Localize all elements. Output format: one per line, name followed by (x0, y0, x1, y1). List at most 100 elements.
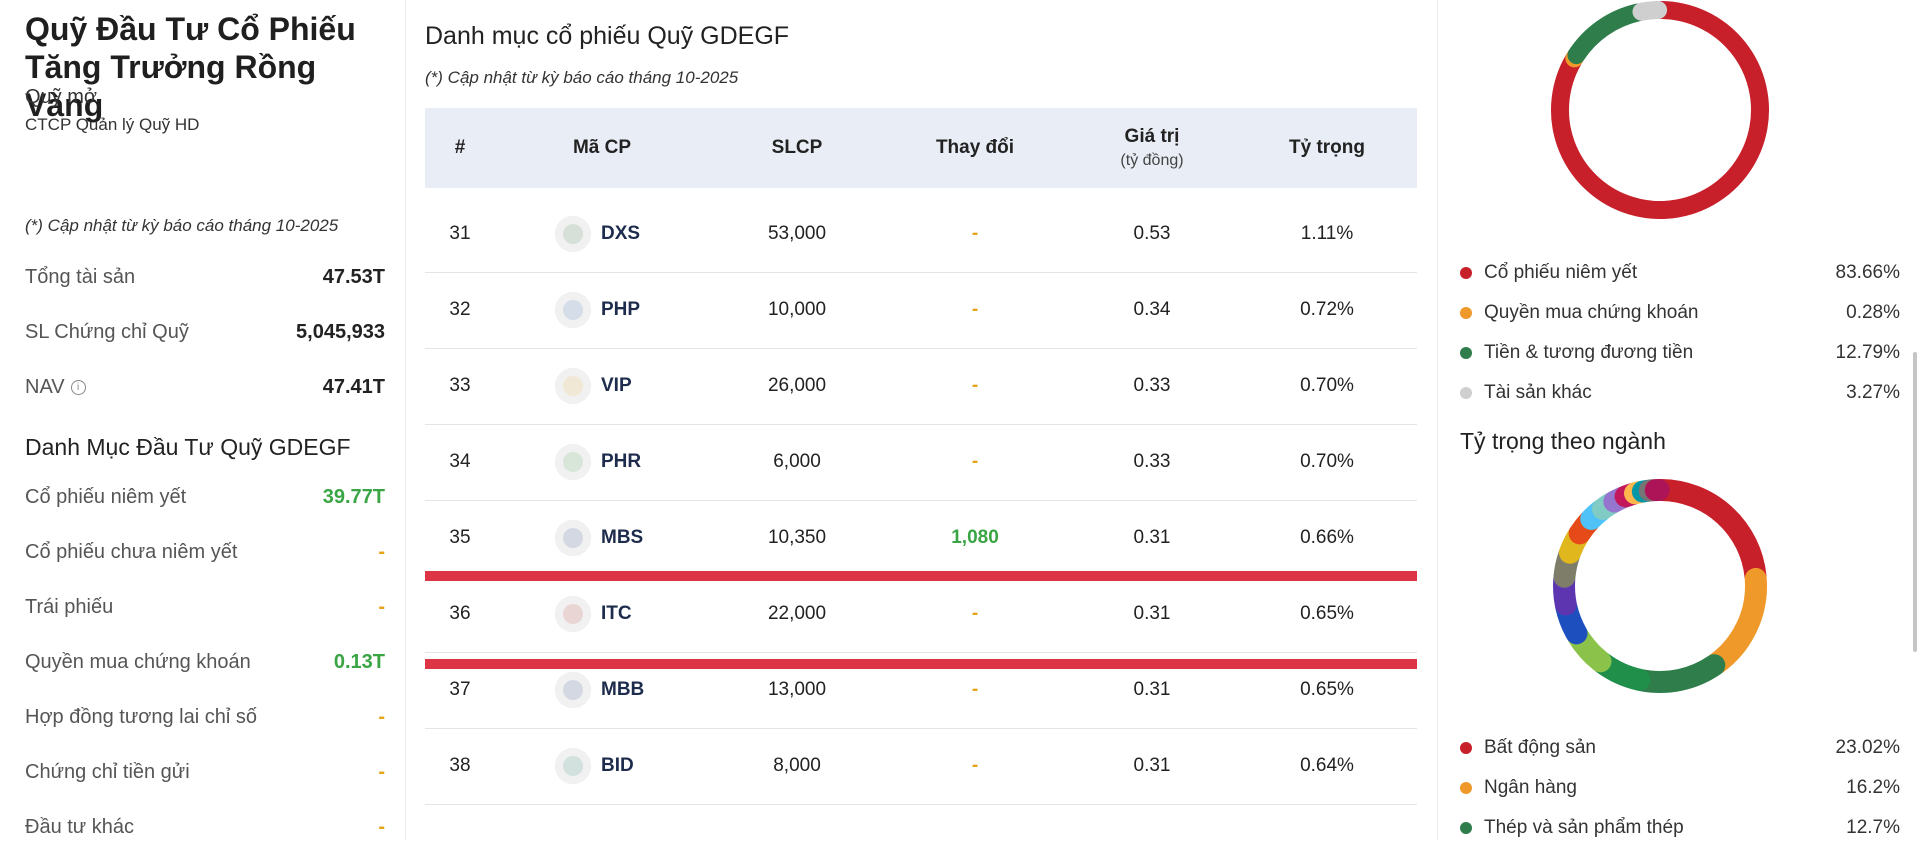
allocation-label: Chứng chỉ tiền gửi (25, 761, 190, 784)
info-icon[interactable]: i (71, 380, 86, 395)
company-logo-icon (555, 292, 591, 328)
cell-index: 35 (449, 500, 470, 576)
cell-shares: 22,000 (768, 576, 826, 652)
legend-label: Cổ phiếu niêm yết (1484, 262, 1637, 284)
allocation-row: Cổ phiếu chưa niêm yết- (25, 537, 385, 567)
cell-change: - (972, 424, 978, 500)
company-logo-icon (555, 444, 591, 480)
holdings-update-note: (*) Cập nhật từ kỳ báo cáo tháng 10-2025 (425, 68, 738, 88)
scrollbar[interactable] (1913, 352, 1917, 652)
company-logo-icon (555, 368, 591, 404)
ticker-symbol[interactable]: PHP (601, 299, 640, 321)
stat-nav: NAV i 47.41T (25, 372, 385, 402)
cell-value: 0.31 (1134, 728, 1171, 804)
legend-label: Ngân hàng (1484, 777, 1577, 799)
cell-value: 0.31 (1134, 576, 1171, 652)
cell-weight: 0.65% (1300, 652, 1354, 728)
sector-allocation-donut (1438, 466, 1920, 706)
cell-index: 31 (449, 196, 470, 272)
donut-segment[interactable] (1661, 490, 1755, 576)
cell-shares: 10,000 (768, 272, 826, 348)
column-header-shares[interactable]: SLCP (772, 108, 823, 188)
sector-chart-title: Tỷ trọng theo ngành (1460, 428, 1666, 455)
legend-label: Tài sản khác (1484, 382, 1592, 404)
company-logo-icon (555, 596, 591, 632)
donut-segment[interactable] (1576, 13, 1637, 56)
cell-ticker[interactable]: PHR (555, 424, 641, 500)
cell-value: 0.31 (1134, 500, 1171, 576)
cell-shares: 13,000 (768, 652, 826, 728)
stat-value: 47.41T (323, 376, 385, 399)
column-header-ticker[interactable]: Mã CP (573, 108, 631, 188)
portfolio-title: Danh Mục Đầu Tư Quỹ GDEGF (25, 434, 351, 461)
legend-color-dot (1460, 387, 1472, 399)
cell-weight: 0.66% (1300, 500, 1354, 576)
legend-value: 83.66% (1836, 262, 1900, 284)
ticker-symbol[interactable]: ITC (601, 603, 632, 625)
allocation-label: Quyền mua chứng khoán (25, 651, 251, 674)
cell-value: 0.34 (1134, 272, 1171, 348)
ticker-symbol[interactable]: PHR (601, 451, 641, 473)
cell-ticker[interactable]: VIP (555, 348, 632, 424)
company-logo-icon (555, 672, 591, 708)
cell-value: 0.33 (1134, 424, 1171, 500)
cell-ticker[interactable]: PHP (555, 272, 640, 348)
company-logo-icon (555, 748, 591, 784)
cell-shares: 26,000 (768, 348, 826, 424)
cell-change: 1,080 (951, 500, 999, 576)
legend-item[interactable]: Cổ phiếu niêm yết 83.66% (1460, 258, 1900, 288)
cell-index: 38 (449, 728, 470, 804)
cell-ticker[interactable]: MBS (555, 500, 643, 576)
column-header-weight[interactable]: Tỷ trọng (1289, 108, 1365, 188)
cell-index: 34 (449, 424, 470, 500)
legend-label: Tiền & tương đương tiền (1484, 342, 1693, 364)
cell-value: 0.31 (1134, 652, 1171, 728)
legend-label: Thép và sản phẩm thép (1484, 817, 1684, 839)
cell-change: - (972, 348, 978, 424)
cell-ticker[interactable]: DXS (555, 196, 640, 272)
donut-segment[interactable] (1642, 665, 1714, 682)
table-header: # Mã CP SLCP Thay đổi Giá trị (tỷ đồng) … (425, 108, 1417, 188)
ticker-symbol[interactable]: BID (601, 755, 634, 777)
donut-segment[interactable] (1716, 579, 1756, 664)
legend-color-dot (1460, 347, 1472, 359)
company-logo-icon (555, 216, 591, 252)
allocation-value: - (378, 541, 385, 564)
cell-shares: 8,000 (773, 728, 821, 804)
column-header-change[interactable]: Thay đổi (936, 108, 1014, 188)
cell-weight: 0.72% (1300, 272, 1354, 348)
ticker-symbol[interactable]: VIP (601, 375, 632, 397)
cell-index: 36 (449, 576, 470, 652)
allocation-value: 39.77T (323, 486, 385, 509)
ticker-symbol[interactable]: MBS (601, 527, 643, 549)
ticker-symbol[interactable]: DXS (601, 223, 640, 245)
cell-ticker[interactable]: ITC (555, 576, 632, 652)
ticker-symbol[interactable]: MBB (601, 679, 644, 701)
cell-change: - (972, 652, 978, 728)
allocation-row: Đầu tư khác- (25, 812, 385, 842)
column-header-value[interactable]: Giá trị (tỷ đồng) (1120, 108, 1183, 188)
legend-color-dot (1460, 307, 1472, 319)
column-header-index[interactable]: # (455, 108, 466, 188)
cell-ticker[interactable]: BID (555, 728, 634, 804)
cell-ticker[interactable]: MBB (555, 652, 644, 728)
stat-label: SL Chứng chỉ Quỹ (25, 321, 189, 344)
allocation-label: Trái phiếu (25, 596, 113, 619)
donut-segment[interactable] (1641, 10, 1658, 12)
